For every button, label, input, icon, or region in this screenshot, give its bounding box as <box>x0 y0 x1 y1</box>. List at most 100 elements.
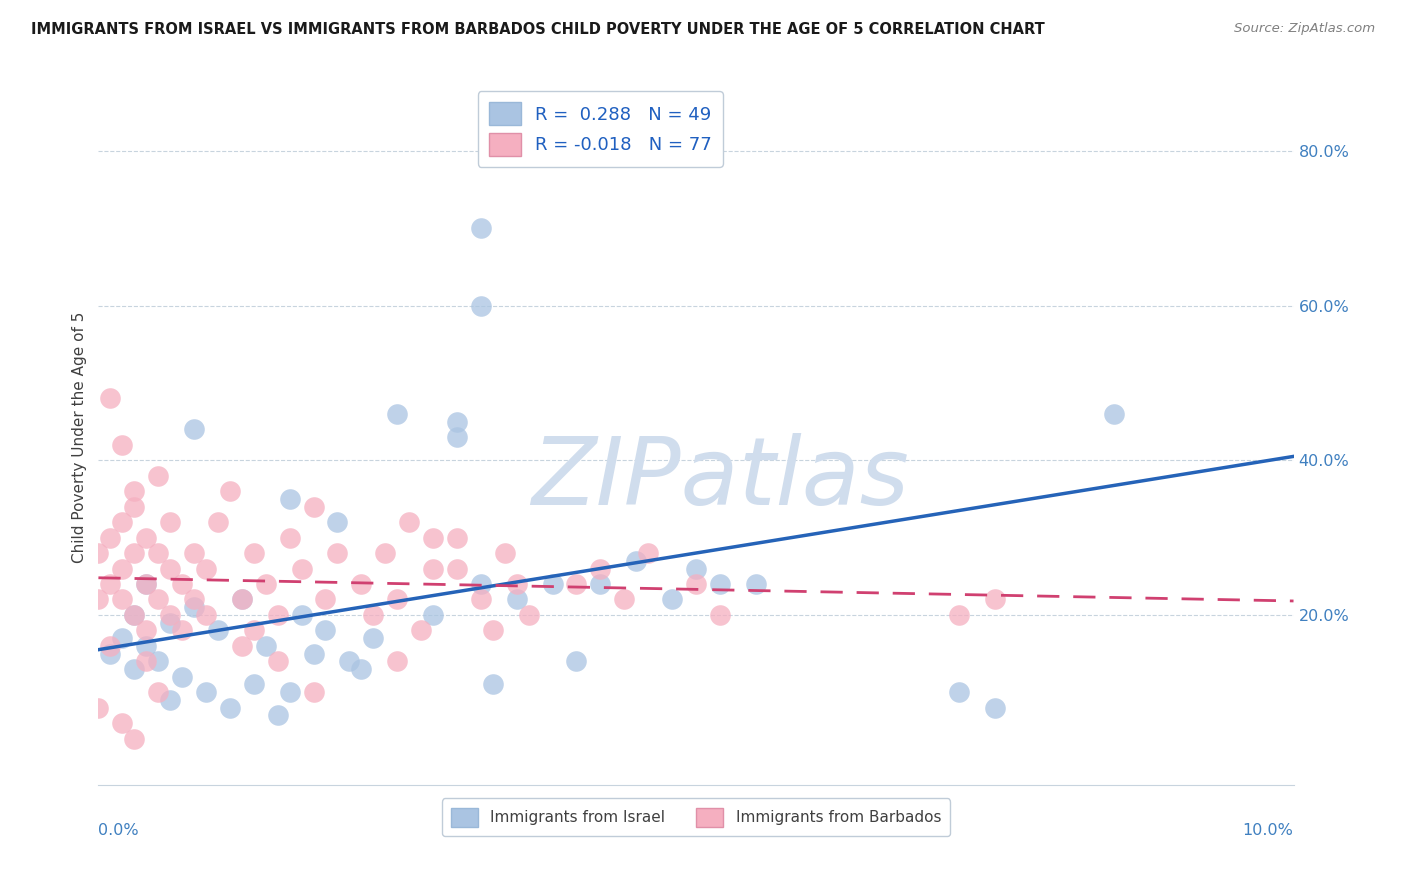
Point <box>374 546 396 560</box>
Point <box>350 577 373 591</box>
Point <box>482 624 505 638</box>
Point <box>422 607 444 622</box>
Point <box>135 654 157 668</box>
Point <box>494 546 516 560</box>
Point <box>98 639 122 653</box>
Point <box>470 221 492 235</box>
Point <box>231 592 253 607</box>
Legend: Immigrants from Israel, Immigrants from Barbados: Immigrants from Israel, Immigrants from … <box>441 798 950 837</box>
Point <box>219 484 242 499</box>
Point <box>98 392 122 406</box>
Point <box>315 592 337 607</box>
Point <box>685 577 707 591</box>
Point <box>565 654 588 668</box>
Point <box>302 500 325 514</box>
Point <box>626 554 648 568</box>
Point <box>148 654 170 668</box>
Point <box>111 561 134 575</box>
Point <box>984 592 1007 607</box>
Point <box>363 607 385 622</box>
Point <box>385 592 409 607</box>
Point <box>589 577 612 591</box>
Point <box>111 515 134 529</box>
Y-axis label: Child Poverty Under the Age of 5: Child Poverty Under the Age of 5 <box>72 311 87 563</box>
Point <box>148 468 170 483</box>
Point <box>326 546 349 560</box>
Point <box>243 677 266 691</box>
Point <box>745 577 768 591</box>
Point <box>541 577 564 591</box>
Point <box>172 624 194 638</box>
Point <box>195 685 218 699</box>
Point <box>111 716 134 731</box>
Point <box>422 561 444 575</box>
Point <box>87 592 110 607</box>
Point <box>231 639 253 653</box>
Point <box>159 615 181 630</box>
Point <box>124 546 146 560</box>
Point <box>350 662 373 676</box>
Point <box>267 654 290 668</box>
Point <box>339 654 361 668</box>
Point <box>385 407 409 421</box>
Point <box>243 546 266 560</box>
Text: Source: ZipAtlas.com: Source: ZipAtlas.com <box>1234 22 1375 36</box>
Point <box>135 531 157 545</box>
Point <box>291 561 314 575</box>
Point <box>422 531 444 545</box>
Point <box>517 607 540 622</box>
Point <box>948 685 970 699</box>
Point <box>219 700 242 714</box>
Point <box>159 561 181 575</box>
Point <box>98 577 122 591</box>
Point <box>148 546 170 560</box>
Point <box>470 592 492 607</box>
Point <box>231 592 253 607</box>
Point <box>98 647 122 661</box>
Point <box>135 624 157 638</box>
Point <box>111 592 134 607</box>
Point <box>506 577 529 591</box>
Point <box>470 299 492 313</box>
Point <box>267 708 290 723</box>
Point <box>446 430 468 444</box>
Point <box>183 422 205 436</box>
Point <box>948 607 970 622</box>
Point <box>124 662 146 676</box>
Point <box>87 546 110 560</box>
Point <box>183 546 205 560</box>
Point <box>135 577 157 591</box>
Point <box>243 624 266 638</box>
Point <box>709 607 731 622</box>
Point <box>124 731 146 746</box>
Point <box>124 607 146 622</box>
Point <box>470 577 492 591</box>
Point <box>363 631 385 645</box>
Point <box>637 546 659 560</box>
Point <box>446 531 468 545</box>
Point <box>159 607 181 622</box>
Point <box>207 515 229 529</box>
Point <box>613 592 636 607</box>
Point <box>124 484 146 499</box>
Text: 0.0%: 0.0% <box>98 823 139 838</box>
Point <box>984 700 1007 714</box>
Point <box>124 500 146 514</box>
Point <box>278 491 301 506</box>
Point <box>183 600 205 615</box>
Point <box>278 531 301 545</box>
Point <box>148 592 170 607</box>
Point <box>172 577 194 591</box>
Point <box>446 561 468 575</box>
Point <box>148 685 170 699</box>
Point <box>172 670 194 684</box>
Point <box>291 607 314 622</box>
Point <box>661 592 683 607</box>
Point <box>124 607 146 622</box>
Point <box>207 624 229 638</box>
Point <box>87 700 110 714</box>
Point <box>278 685 301 699</box>
Point <box>254 639 277 653</box>
Point <box>183 592 205 607</box>
Point <box>589 561 612 575</box>
